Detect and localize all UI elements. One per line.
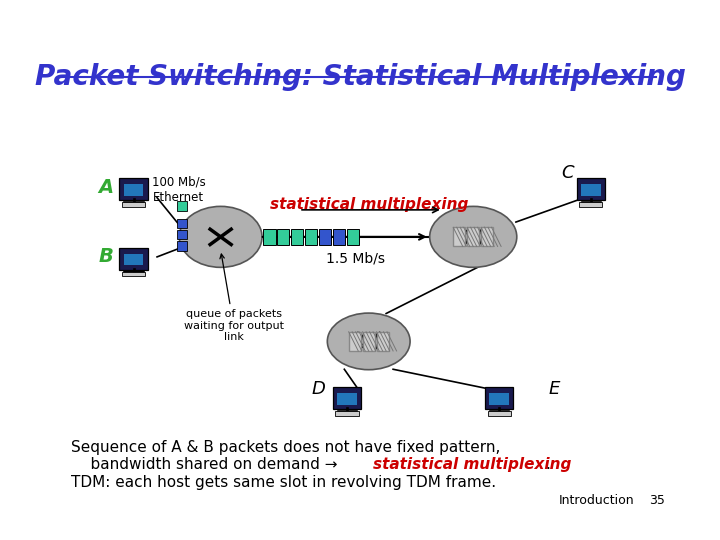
Text: .: .: [546, 457, 550, 472]
Text: statistical multiplexing: statistical multiplexing: [269, 197, 468, 212]
Text: Introduction: Introduction: [559, 494, 634, 507]
Bar: [305, 229, 318, 245]
FancyBboxPatch shape: [336, 411, 359, 416]
FancyBboxPatch shape: [120, 248, 148, 269]
Ellipse shape: [328, 313, 410, 370]
FancyBboxPatch shape: [485, 387, 513, 409]
Bar: [264, 229, 276, 245]
Bar: [124, 184, 143, 196]
Bar: [337, 393, 357, 405]
Bar: [581, 184, 600, 196]
Text: bandwidth shared on demand →: bandwidth shared on demand →: [71, 457, 342, 472]
FancyBboxPatch shape: [122, 272, 145, 276]
Bar: [363, 332, 375, 351]
FancyBboxPatch shape: [120, 178, 148, 200]
Text: Sequence of A & B packets does not have fixed pattern,: Sequence of A & B packets does not have …: [71, 440, 500, 455]
Ellipse shape: [430, 206, 517, 267]
Bar: [277, 229, 289, 245]
Bar: [481, 227, 493, 246]
Text: A: A: [98, 178, 113, 197]
Text: statistical multiplexing: statistical multiplexing: [373, 457, 572, 472]
Text: Packet Switching: Statistical Multiplexing: Packet Switching: Statistical Multiplexi…: [35, 63, 685, 91]
Bar: [291, 229, 303, 245]
Bar: [177, 219, 186, 228]
Text: 35: 35: [649, 494, 665, 507]
Bar: [377, 332, 389, 351]
Text: 1.5 Mb/s: 1.5 Mb/s: [326, 252, 385, 266]
FancyBboxPatch shape: [579, 202, 603, 207]
Bar: [348, 332, 361, 351]
Bar: [177, 241, 186, 251]
Text: C: C: [561, 164, 574, 183]
Bar: [453, 227, 465, 246]
FancyBboxPatch shape: [487, 411, 511, 416]
Ellipse shape: [179, 206, 262, 267]
FancyBboxPatch shape: [333, 387, 361, 409]
Text: 100 Mb/s
Ethernet: 100 Mb/s Ethernet: [152, 176, 206, 204]
Text: B: B: [98, 247, 113, 266]
Bar: [347, 229, 359, 245]
FancyBboxPatch shape: [577, 178, 605, 200]
Text: E: E: [549, 380, 560, 399]
FancyBboxPatch shape: [122, 202, 145, 207]
Bar: [490, 393, 509, 405]
Bar: [124, 254, 143, 266]
Text: TDM: each host gets same slot in revolving TDM frame.: TDM: each host gets same slot in revolvi…: [71, 475, 496, 490]
Bar: [333, 229, 345, 245]
Text: queue of packets
waiting for output
link: queue of packets waiting for output link: [184, 254, 284, 342]
Bar: [467, 227, 480, 246]
Text: D: D: [311, 380, 325, 399]
Bar: [177, 230, 186, 239]
Bar: [319, 229, 331, 245]
Bar: [177, 201, 186, 211]
